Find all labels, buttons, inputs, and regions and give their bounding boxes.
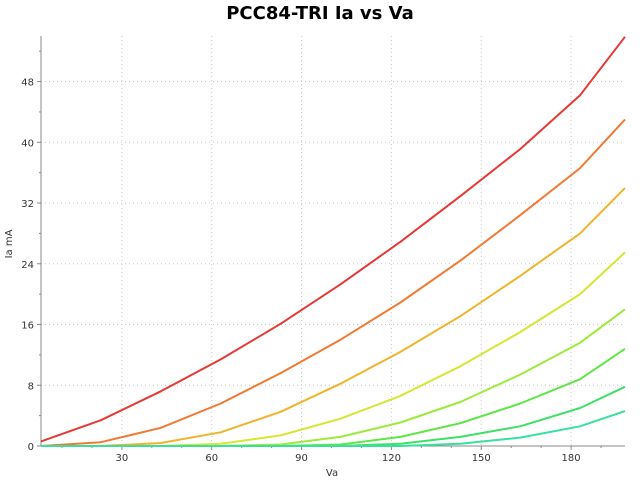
x-axis-label: Va [326, 468, 338, 479]
y-axis-label: Ia mA [4, 229, 15, 258]
y-tick-label: 0 [28, 442, 34, 453]
axes: 30 60 90 120 150 180 0 8 16 24 32 40 48 [21, 36, 625, 464]
y-tick-label: 48 [21, 78, 34, 89]
series-line-6 [41, 347, 626, 447]
series-line-3 [41, 187, 626, 447]
series-line-5 [41, 308, 626, 447]
y-tick-label: 24 [21, 260, 34, 271]
series-layer [40, 36, 626, 447]
x-tick-label: 120 [382, 453, 401, 464]
y-tick-label: 16 [21, 321, 34, 332]
x-tick-label: 60 [205, 453, 218, 464]
series-line-1 [40, 36, 626, 443]
chart-title: PCC84-TRI Ia vs Va [226, 3, 414, 24]
y-tick-label: 40 [21, 138, 34, 149]
y-tick-label: 8 [28, 381, 34, 392]
grid [41, 36, 625, 446]
series-line-4 [41, 251, 626, 447]
x-tick-label: 90 [295, 453, 308, 464]
x-tick-label: 150 [472, 453, 491, 464]
series-line-8 [41, 410, 626, 447]
series-line-2 [40, 118, 626, 447]
x-tick-label: 30 [115, 453, 128, 464]
x-tick-label: 180 [562, 453, 581, 464]
y-tick-label: 32 [21, 199, 34, 210]
